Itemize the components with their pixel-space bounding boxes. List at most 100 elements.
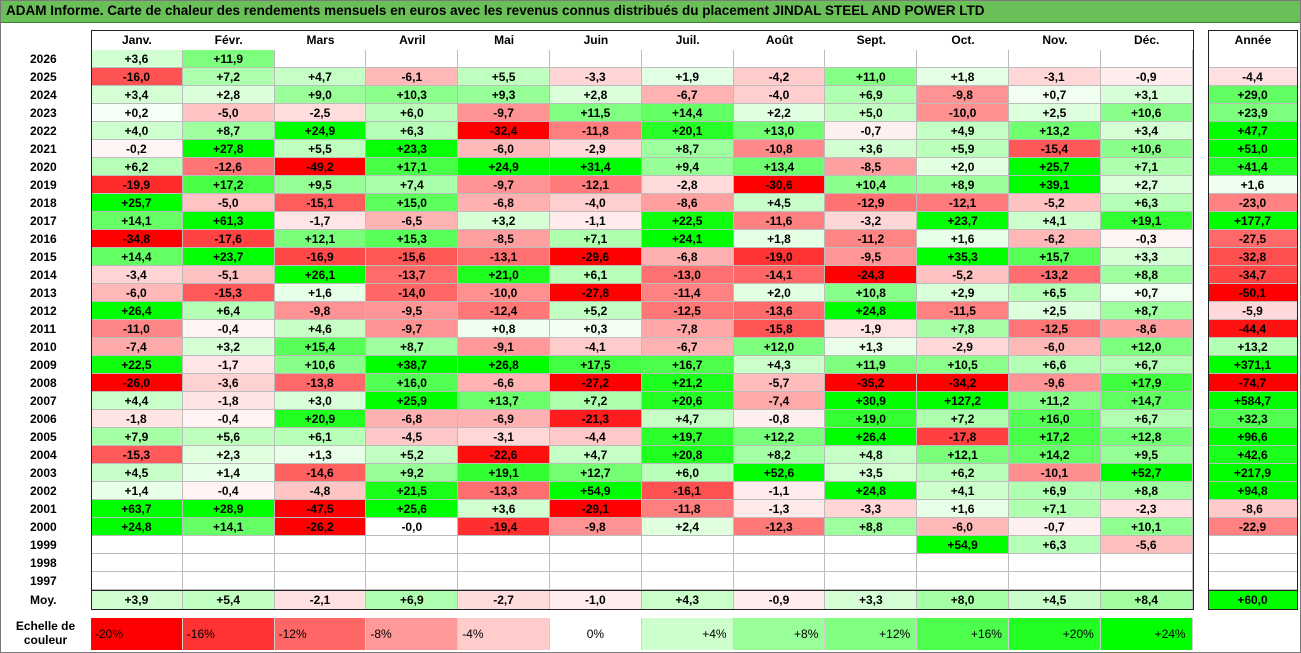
heatmap-cell: -9,1 [458,338,550,356]
heatmap-cell: +24,1 [641,230,734,248]
heatmap-cell: -7,4 [91,338,183,356]
heatmap-cell: +7,2 [917,410,1009,428]
month-header: Mars [306,33,335,47]
year-label: 2016 [30,232,57,246]
heatmap-cell: -16,9 [274,248,367,266]
heatmap-cell: +5,9 [917,140,1009,158]
month-header: Avril [399,33,426,47]
heatmap-cell: +6,7 [1100,356,1193,374]
annual-cell: -8,6 [1208,500,1298,518]
heatmap-cell: +9,5 [1100,446,1193,464]
heatmap-cell [1100,572,1193,590]
year-label: 2014 [30,268,57,282]
annual-cell: -44,4 [1208,320,1298,338]
year-label: 2010 [30,340,57,354]
heatmap-cell: +2,3 [182,446,275,464]
year-label: 2012 [30,304,57,318]
heatmap-cell: +4,6 [274,320,367,338]
heatmap-cell [733,536,826,554]
heatmap-cell: +1,8 [917,68,1009,86]
heatmap-cell: +7,2 [182,68,275,86]
heatmap-cell: -27,2 [550,374,642,392]
scale-swatch: -8% [366,618,459,650]
heatmap-cell: -6,8 [641,248,734,266]
heatmap-cell [458,554,550,572]
heatmap-cell: -4,2 [733,68,826,86]
heatmap-cell: +6,9 [825,86,918,104]
heatmap-cell: -5,1 [182,266,275,284]
heatmap-cell: +12,0 [733,338,826,356]
heatmap-cell: +19,1 [1100,212,1193,230]
year-label: 2001 [30,502,57,516]
heatmap-cell: -7,8 [641,320,734,338]
heatmap-cell: +4,1 [917,482,1009,500]
year-label: 2006 [30,412,57,426]
heatmap-cell: +0,8 [458,320,550,338]
heatmap-cell: -6,8 [458,194,550,212]
heatmap-cell: +1,4 [91,482,183,500]
heatmap-cell: -9,8 [274,302,367,320]
heatmap-cell: +5,2 [366,446,459,464]
annual-cell: +29,0 [1208,86,1298,104]
heatmap-cell: +15,0 [366,194,459,212]
scale-swatch: +8% [733,618,826,650]
heatmap-cell: +1,4 [182,464,275,482]
heatmap-cell: +31,4 [550,158,642,176]
heatmap-cell: +5,5 [458,68,550,86]
heatmap-cell [641,50,734,68]
heatmap-cell: -6,2 [1009,230,1101,248]
year-label: 2004 [30,448,57,462]
heatmap-cell: -3,4 [91,266,183,284]
heatmap-cell: -34,8 [91,230,183,248]
scale-swatch: +20% [1009,618,1101,650]
heatmap-cell [550,572,642,590]
heatmap-cell: +4,7 [550,446,642,464]
heatmap-cell: +3,2 [458,212,550,230]
heatmap-cell: +24,8 [91,518,183,536]
heatmap-cell: +6,4 [182,302,275,320]
heatmap-cell: +7,1 [1100,158,1193,176]
heatmap-cell: +21,0 [458,266,550,284]
heatmap-cell [1100,50,1193,68]
heatmap-cell: -8,6 [1100,320,1193,338]
average-label: Moy. [30,593,57,607]
heatmap-cell: -9,7 [458,104,550,122]
heatmap-cell: +54,9 [917,536,1009,554]
heatmap-cell: +4,5 [733,194,826,212]
heatmap-cell: +13,4 [733,158,826,176]
year-label: 2003 [30,466,57,480]
year-column-header: Année [1234,33,1272,47]
heatmap-cell: +52,7 [1100,464,1193,482]
heatmap-cell: +14,7 [1100,392,1193,410]
heatmap-cell [91,536,183,554]
heatmap-cell: +8,8 [825,518,918,536]
year-label: 2000 [30,520,57,534]
heatmap-cell [366,572,459,590]
heatmap-cell: -11,5 [917,302,1009,320]
heatmap-cell: +9,4 [641,158,734,176]
heatmap-cell: -5,6 [1100,536,1193,554]
month-header: Nov. [1042,33,1068,47]
heatmap-cell: +8,7 [366,338,459,356]
heatmap-cell: +10,5 [917,356,1009,374]
average-cell: +8,4 [1100,590,1193,610]
heatmap-cell: -0,4 [182,410,275,428]
heatmap-cell: -47,5 [274,500,367,518]
heatmap-cell: -5,0 [182,104,275,122]
annual-cell: +96,6 [1208,428,1298,446]
heatmap-cell: +20,1 [641,122,734,140]
heatmap-cell: -1,8 [182,392,275,410]
heatmap-cell: -3,1 [458,428,550,446]
heatmap-cell: +14,2 [1009,446,1101,464]
heatmap-cell: -6,0 [1009,338,1101,356]
heatmap-cell: +2,8 [182,86,275,104]
heatmap-cell: +15,4 [274,338,367,356]
month-header: Janv. [122,33,152,47]
heatmap-cell: +6,1 [274,428,367,446]
heatmap-cell: -1,1 [733,482,826,500]
heatmap-cell: -0,3 [1100,230,1193,248]
annual-cell [1208,572,1298,590]
heatmap-cell: +3,1 [1100,86,1193,104]
annual-cell: -34,7 [1208,266,1298,284]
heatmap-cell: +4,5 [91,464,183,482]
